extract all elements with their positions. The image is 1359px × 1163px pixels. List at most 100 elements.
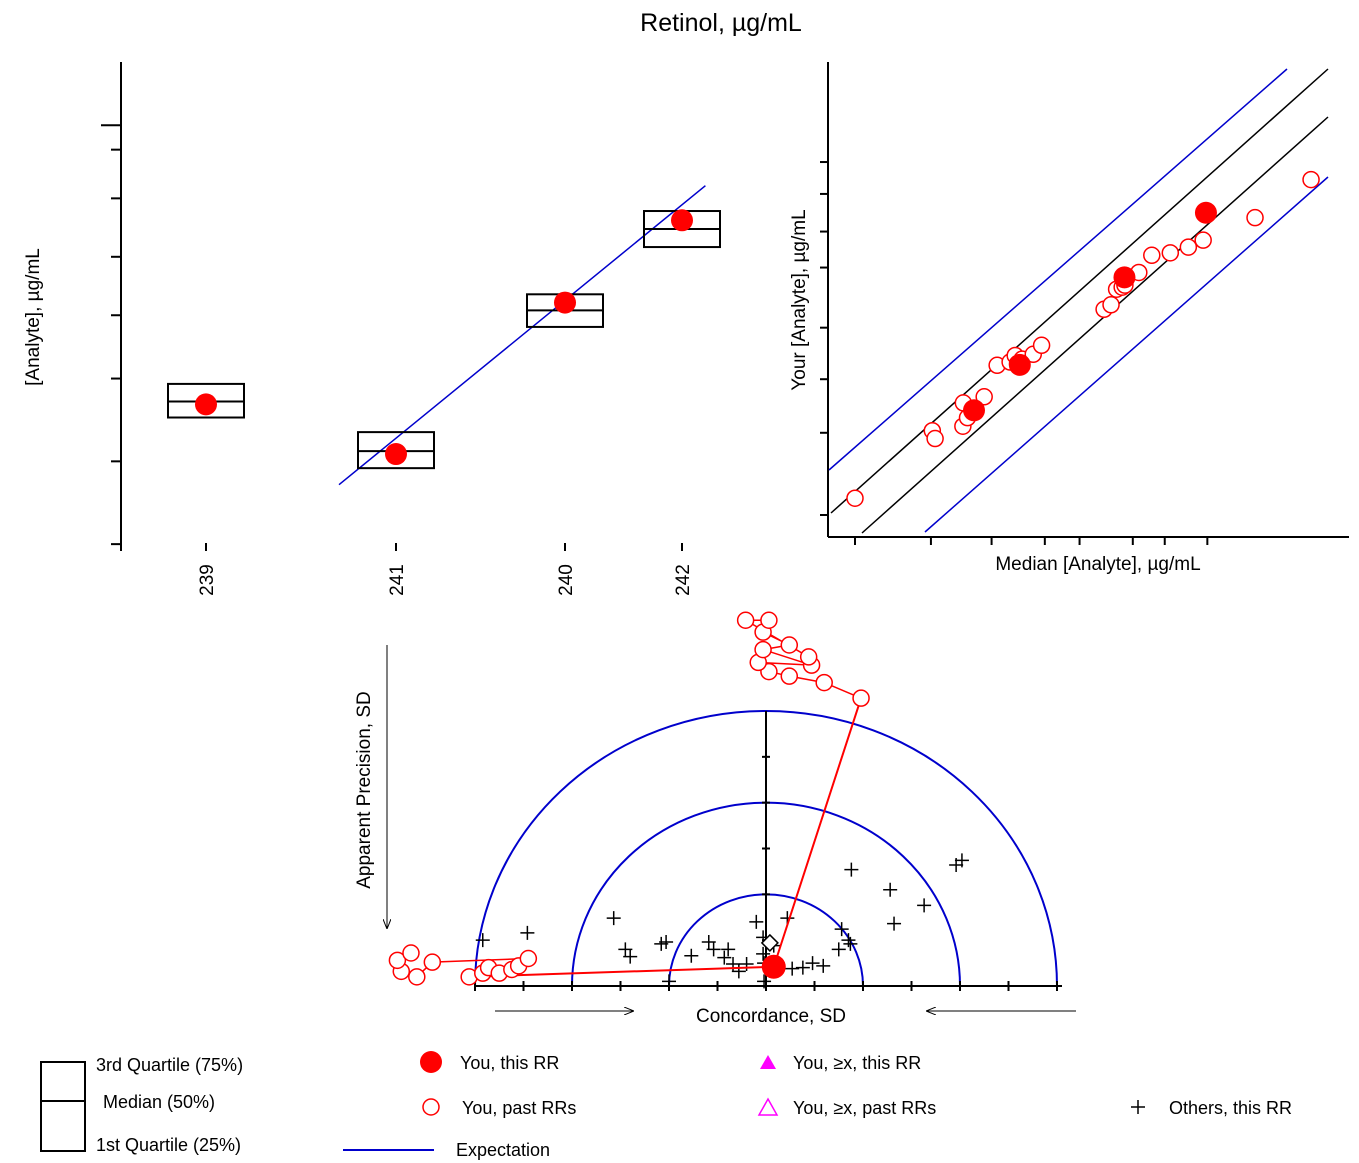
you-markers — [388, 611, 870, 986]
others-marker — [618, 942, 633, 957]
box-x-tick-label: 242 — [673, 564, 694, 596]
legend-quartile-box — [40, 1061, 86, 1152]
box-you-point — [554, 291, 576, 314]
this-rr-marker — [761, 954, 786, 979]
others-marker — [684, 948, 699, 963]
others-marker — [841, 933, 856, 948]
others-marker — [883, 882, 898, 897]
legend-you-this-marker — [420, 1051, 442, 1073]
scatter-past-point — [1246, 208, 1264, 227]
scatter-past-point — [926, 429, 944, 448]
others-marker — [749, 914, 764, 929]
box-expectation-line — [338, 185, 706, 486]
legend-expectation: Expectation — [456, 1140, 550, 1160]
concordance-connector — [469, 965, 774, 978]
box-plots — [167, 209, 721, 470]
past-rr-marker — [408, 968, 426, 986]
box-panel: [Analyte], µg/mL 239 241 240 242 — [23, 62, 721, 596]
scatter-reference-lines — [828, 68, 1329, 534]
scatter-this-point — [1113, 266, 1136, 289]
legend-median: Median (50%) — [103, 1092, 215, 1112]
box-you-point — [195, 393, 217, 416]
legend-others-marker — [1131, 1100, 1145, 1114]
box-you-point — [671, 209, 693, 232]
past-rr-marker — [799, 648, 818, 666]
others-marker — [662, 974, 676, 989]
others-marker — [757, 974, 772, 989]
past-rr-marker — [736, 611, 755, 629]
legend: 3rd Quartile (75%) Median (50%) 1st Quar… — [40, 1051, 1292, 1160]
others-marker — [887, 916, 902, 931]
others-marker — [731, 964, 746, 979]
others-marker — [831, 942, 846, 957]
legend-you-past-marker — [422, 1098, 440, 1116]
legend-q3: 3rd Quartile (75%) — [96, 1055, 243, 1075]
others-marker — [623, 949, 638, 964]
past-rr-marker — [519, 949, 538, 968]
others-marker — [701, 935, 716, 949]
figure-title: Retinol, µg/mL — [640, 9, 802, 37]
scatter-this-point — [1194, 201, 1217, 224]
past-rr-marker — [423, 953, 442, 971]
box-x-tick-label: 239 — [197, 564, 218, 596]
scatter-past-point — [1143, 246, 1161, 265]
scatter-past-point — [1161, 244, 1180, 262]
others-marker — [717, 950, 732, 965]
past-rr-marker — [852, 689, 870, 707]
scatter-past-point — [846, 489, 864, 507]
box-x-tick-label: 241 — [387, 564, 408, 596]
scatter-panel: Median [Analyte], µg/mL Your [Analyte], … — [789, 62, 1349, 575]
others-marker — [816, 958, 831, 973]
scatter-y-axis-label: Your [Analyte], µg/mL — [789, 209, 810, 390]
others-marker — [520, 925, 535, 940]
scatter-points — [846, 170, 1320, 507]
past-rr-marker — [760, 611, 778, 629]
scatter-past-point — [975, 388, 993, 406]
legend-you-this: You, this RR — [460, 1053, 559, 1073]
identity-lower-line — [861, 116, 1329, 534]
others-marker — [843, 936, 858, 951]
others-marker — [795, 960, 810, 975]
legend-you-x-past-marker — [757, 1097, 779, 1116]
others-marker — [706, 942, 721, 957]
others-marker — [834, 922, 849, 937]
legend-you-past: You, past RRs — [462, 1098, 576, 1118]
expectation-upper-line — [828, 68, 1288, 471]
others-marker — [756, 946, 771, 961]
legend-others: Others, this RR — [1169, 1098, 1292, 1118]
mean-diamond-marker — [760, 933, 779, 952]
polar-panel: Concordance, SD Apparent Precision, SD — [354, 611, 1076, 1027]
scatter-x-axis-label: Median [Analyte], µg/mL — [995, 554, 1200, 575]
scatter-past-point — [1302, 170, 1320, 189]
others-marker — [917, 898, 932, 913]
box-y-axis-label: [Analyte], µg/mL — [23, 248, 44, 386]
scatter-ticks — [820, 161, 1209, 545]
legend-you-x-this: You, ≥x, this RR — [793, 1053, 921, 1073]
others-markers — [475, 853, 969, 989]
scatter-past-point — [1102, 296, 1120, 314]
precision-connector — [772, 697, 863, 968]
others-marker — [739, 957, 754, 971]
scatter-this-point — [962, 399, 985, 422]
others-marker — [606, 911, 621, 926]
scatter-past-point — [1179, 238, 1198, 256]
others-marker — [785, 961, 800, 976]
others-marker — [475, 933, 490, 948]
polar-x-axis-label: Concordance, SD — [696, 1006, 846, 1027]
polar-y-axis-label: Apparent Precision, SD — [354, 691, 375, 889]
scatter-this-point — [1008, 353, 1031, 376]
past-rr-marker — [780, 636, 799, 654]
scatter-past-point — [1032, 336, 1051, 355]
others-marker — [721, 942, 736, 957]
box-you-point — [385, 443, 407, 466]
others-marker — [659, 935, 674, 949]
past-rr-marker — [402, 944, 420, 962]
box-x-ticks: 239 241 240 242 — [197, 543, 694, 596]
legend-q1: 1st Quartile (25%) — [96, 1135, 241, 1155]
expectation-lower-line — [924, 176, 1329, 533]
past-rr-marker — [780, 667, 799, 685]
past-rr-marker — [815, 673, 833, 692]
others-marker — [805, 956, 820, 971]
others-marker — [954, 853, 969, 868]
